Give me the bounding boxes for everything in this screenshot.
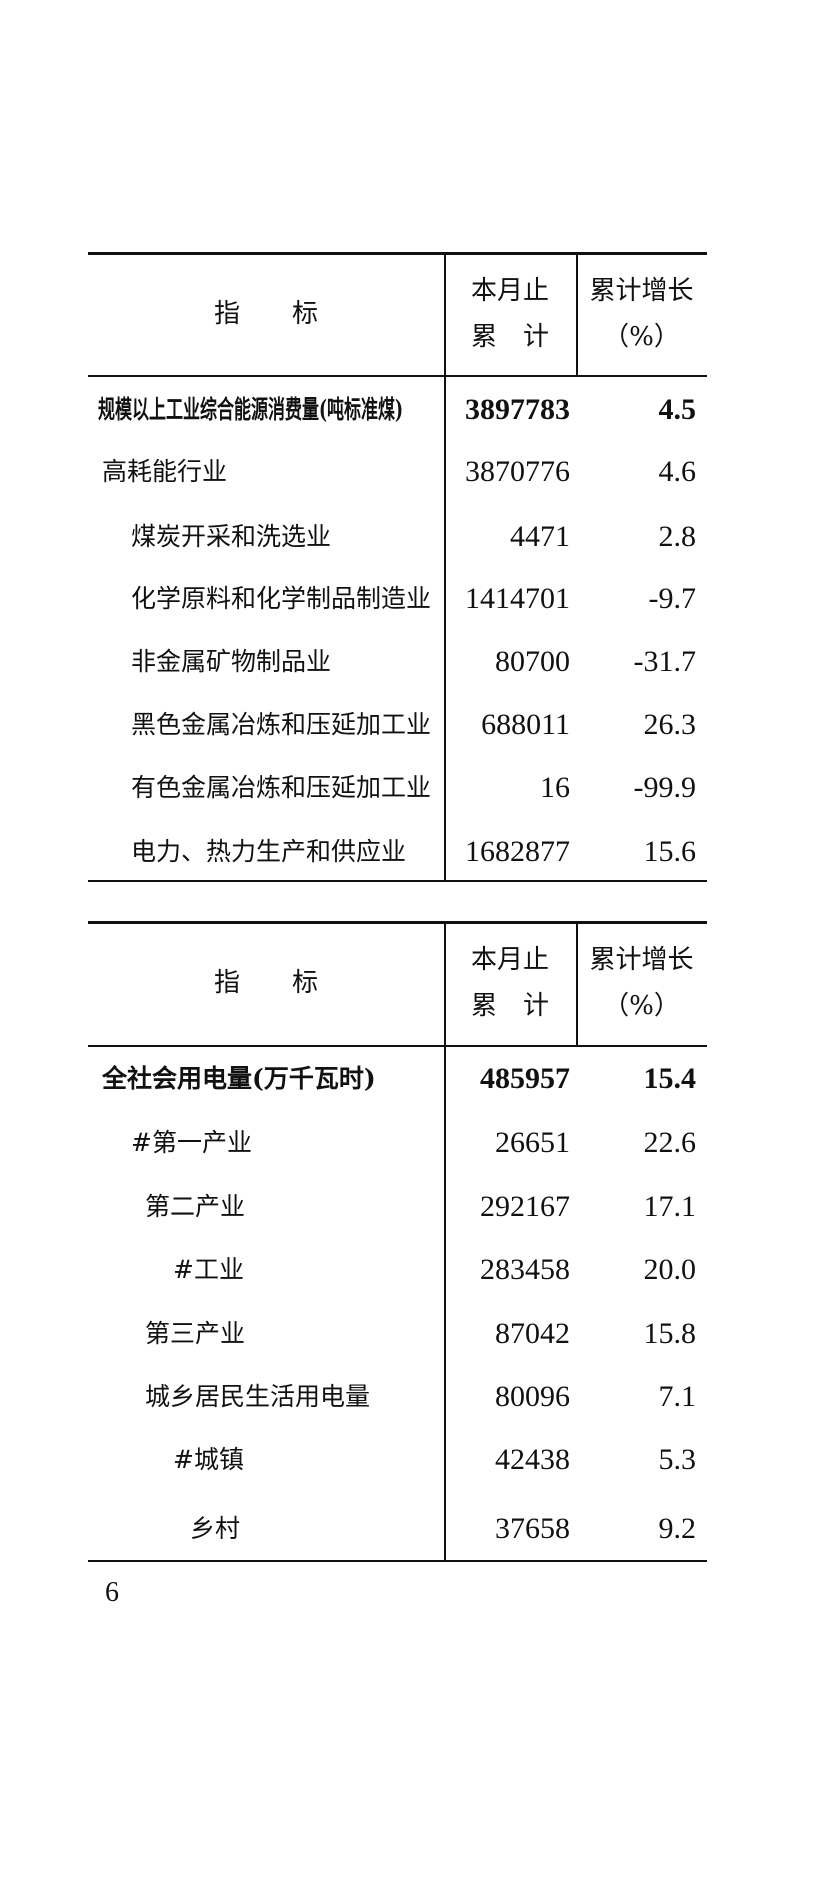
header-rule	[88, 375, 707, 377]
row-value: 292167	[480, 1190, 570, 1223]
top-rule	[88, 921, 707, 924]
row-value: 1682877	[465, 835, 570, 868]
row-label: #城镇	[173, 1445, 244, 1474]
row-growth: 4.5	[658, 393, 697, 426]
header-indicator: 指 标	[213, 298, 318, 329]
bottom-rule	[88, 1560, 707, 1562]
row-growth: 20.0	[643, 1253, 697, 1286]
energy-consumption-table: 指 标 本月止累 计 累计增长 （%） 规模以上工业综合能源消费量(吨标准煤) 38977…	[88, 252, 707, 882]
column-divider	[576, 921, 578, 1045]
header-rule	[88, 1045, 707, 1047]
row-value: 37658	[495, 1512, 570, 1545]
header-cumulative: 本月止	[470, 275, 549, 306]
header-growth: （%）	[603, 991, 680, 1021]
row-growth: 2.8	[658, 520, 697, 553]
row-growth: 26.3	[643, 708, 697, 741]
row-value: 87042	[495, 1317, 570, 1350]
row-value: 80096	[495, 1380, 570, 1413]
row-growth: 15.8	[643, 1317, 697, 1350]
row-label: 第二产业	[145, 1192, 246, 1221]
row-label: 化学原料和化学制品制造业	[131, 584, 432, 613]
row-value: 4471	[510, 520, 570, 553]
header-indicator: 指 标	[213, 968, 318, 998]
row-growth: 15.6	[643, 835, 697, 868]
row-label: #工业	[173, 1255, 244, 1284]
row-value: 16	[540, 771, 570, 804]
electricity-consumption-table: 指 标 本月止累 计 累计增长 （%） 全社会用电量(万千瓦时) 485957 15.4 #第…	[88, 921, 707, 1562]
row-label: 黑色金属冶炼和压延加工业	[131, 710, 432, 739]
row-value: 26651	[495, 1126, 570, 1159]
row-label: 高耗能行业	[102, 457, 228, 486]
column-divider	[576, 252, 578, 375]
row-growth: 15.4	[643, 1062, 697, 1095]
header-cumulative: 本月止	[470, 945, 549, 975]
header-growth: 累计增长	[589, 945, 694, 975]
row-growth: 7.1	[658, 1380, 697, 1413]
row-growth: 9.2	[658, 1512, 697, 1545]
row-value: 283458	[480, 1253, 570, 1286]
header-cumulative: 累 计	[470, 321, 549, 352]
row-label: 有色金属冶炼和压延加工业	[131, 773, 432, 802]
row-growth: 4.6	[658, 455, 697, 488]
header-growth: 累计增长	[589, 275, 694, 306]
row-growth: -31.7	[633, 645, 697, 678]
top-rule	[88, 252, 707, 255]
row-label: #第一产业	[131, 1128, 252, 1157]
row-value: 1414701	[465, 582, 570, 615]
row-label: 城乡居民生活用电量	[145, 1382, 371, 1411]
row-value: 80700	[495, 645, 570, 678]
page-number: 6	[105, 1577, 119, 1608]
header-growth: （%）	[603, 321, 680, 352]
row-growth: 17.1	[643, 1190, 697, 1223]
row-growth: 5.3	[658, 1443, 697, 1476]
row-label: 电力、热力生产和供应业	[131, 837, 407, 866]
bottom-rule	[88, 880, 707, 882]
row-label: 乡村	[190, 1514, 241, 1543]
row-value: 688011	[481, 708, 570, 741]
row-growth: -9.7	[648, 582, 697, 615]
row-label: 第三产业	[145, 1319, 246, 1348]
row-growth: 22.6	[643, 1126, 697, 1159]
row-label: 煤炭开采和洗选业	[131, 522, 332, 551]
row-value: 42438	[495, 1443, 570, 1476]
row-value: 3870776	[465, 455, 570, 488]
column-divider	[444, 252, 446, 882]
row-value: 485957	[480, 1062, 570, 1095]
row-growth: -99.9	[633, 771, 697, 804]
row-label: 全社会用电量(万千瓦时)	[102, 1064, 376, 1093]
column-divider	[444, 921, 446, 1562]
row-label: 非金属矿物制品业	[131, 647, 332, 676]
header-cumulative: 累 计	[470, 991, 549, 1021]
row-value: 3897783	[465, 393, 570, 426]
row-label: 规模以上工业综合能源消费量(吨标准煤)	[98, 395, 404, 424]
